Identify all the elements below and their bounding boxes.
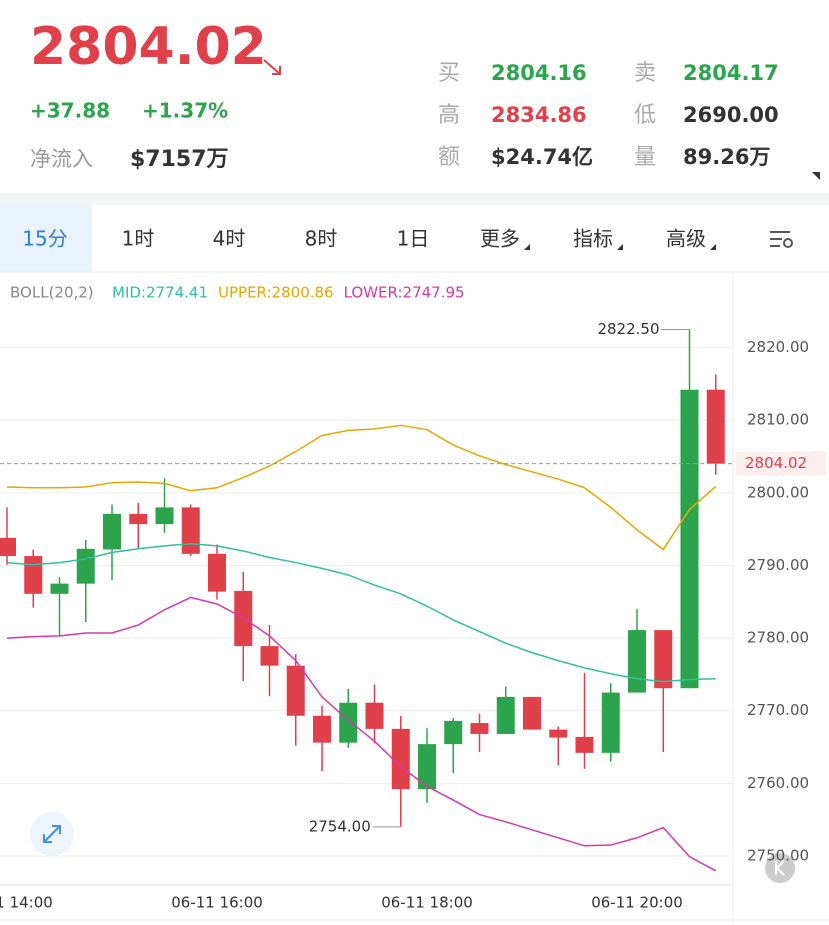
candle-body <box>496 696 515 734</box>
tab[interactable]: 更多 <box>480 227 520 251</box>
candle-body <box>76 548 95 584</box>
change: +37.88 <box>30 99 110 123</box>
stat-label: 卖 <box>634 61 656 86</box>
settings-icon[interactable] <box>770 231 793 248</box>
tab[interactable]: 4时 <box>213 227 246 251</box>
stat-value: 2690.00 <box>683 103 779 127</box>
stat-label: 量 <box>634 145 656 170</box>
current-price-box <box>736 451 826 476</box>
change-pct: +1.37% <box>142 99 228 123</box>
net-inflow: $7157万 <box>130 147 229 172</box>
indicator-line <box>6 596 717 872</box>
indicator-line <box>6 424 717 551</box>
indicator-name: BOLL(20,2) <box>10 284 94 302</box>
candle-body <box>549 729 568 738</box>
annotation: 2822.50 <box>597 320 659 338</box>
candle-body <box>628 630 646 693</box>
separator <box>0 193 829 205</box>
candle-body <box>260 646 279 666</box>
candle-body <box>575 736 594 753</box>
candle-body <box>129 513 148 525</box>
annotation: 2754.00 <box>309 817 371 835</box>
tab[interactable]: 15分 <box>22 227 67 251</box>
k-button[interactable] <box>765 853 795 883</box>
candle-body <box>680 389 699 689</box>
stat-value: 2834.86 <box>491 103 587 127</box>
y-tick-label: 2810.00 <box>747 411 809 429</box>
candle-body <box>181 507 200 554</box>
candle-body <box>208 553 226 592</box>
stat-value: $24.74亿 <box>491 145 593 169</box>
candle-body <box>365 702 384 729</box>
price: 2804.02 <box>30 17 267 77</box>
y-tick-label: 2760.00 <box>747 774 809 792</box>
dropdown-triangle <box>617 244 623 250</box>
stat-value: 89.26万 <box>683 145 770 169</box>
stat-label: 高 <box>438 103 460 128</box>
tab[interactable]: 1日 <box>397 227 430 251</box>
expand-triangle[interactable] <box>812 172 820 180</box>
y-tick-label: 2820.00 <box>747 338 809 356</box>
y-tick-label: 2800.00 <box>747 483 809 501</box>
tab[interactable]: 1时 <box>122 227 155 251</box>
candle-body <box>103 513 121 550</box>
dropdown-triangle <box>710 244 716 250</box>
current-price-label: 2804.02 <box>745 454 807 472</box>
fullscreen-icon <box>43 825 61 843</box>
stat-value: 2804.16 <box>491 61 587 85</box>
candle-body <box>706 389 725 464</box>
y-tick-label: 2750.00 <box>747 846 809 864</box>
tab[interactable]: 高级 <box>666 227 706 251</box>
active-tab-bg <box>0 205 92 272</box>
candle-body <box>155 507 174 525</box>
x-tick-label: 06-11 14:00 <box>0 894 53 912</box>
legend-item: MID:2774.41 <box>112 284 208 302</box>
y-tick-label: 2770.00 <box>747 701 809 719</box>
candle-body <box>601 692 620 753</box>
candle-body <box>50 583 69 594</box>
candle-body <box>523 696 541 730</box>
plot <box>0 328 733 872</box>
candle-body <box>470 723 489 734</box>
down-arrow <box>263 59 281 75</box>
candle-body <box>418 744 436 790</box>
x-tick-label: 06-11 20:00 <box>591 894 683 912</box>
y-tick-label: 2780.00 <box>747 629 809 647</box>
net-inflow-label: 净流入 <box>30 147 93 171</box>
tab[interactable]: 8时 <box>305 227 338 251</box>
x-tick-label: 06-11 18:00 <box>381 894 473 912</box>
candle-body <box>444 720 463 745</box>
candle-body <box>339 702 358 743</box>
tab[interactable]: 指标 <box>573 227 613 251</box>
stat-label: 低 <box>634 103 656 128</box>
y-tick-label: 2790.00 <box>747 556 809 574</box>
candle-body <box>654 630 673 689</box>
candle-body <box>24 556 43 594</box>
stat-label: 额 <box>438 145 460 170</box>
legend-item: LOWER:2747.95 <box>344 284 465 302</box>
k-icon <box>775 860 785 876</box>
candle-body <box>286 665 305 716</box>
indicator-line <box>6 542 716 683</box>
legend-item: UPPER:2800.86 <box>218 284 334 302</box>
candle-body <box>313 715 331 743</box>
dropdown-triangle <box>524 244 530 250</box>
candle-body <box>391 728 410 790</box>
stat-value: 2804.17 <box>683 61 779 85</box>
stat-label: 买 <box>438 61 460 86</box>
candle-body <box>0 537 16 557</box>
x-tick-label: 06-11 16:00 <box>171 894 263 912</box>
